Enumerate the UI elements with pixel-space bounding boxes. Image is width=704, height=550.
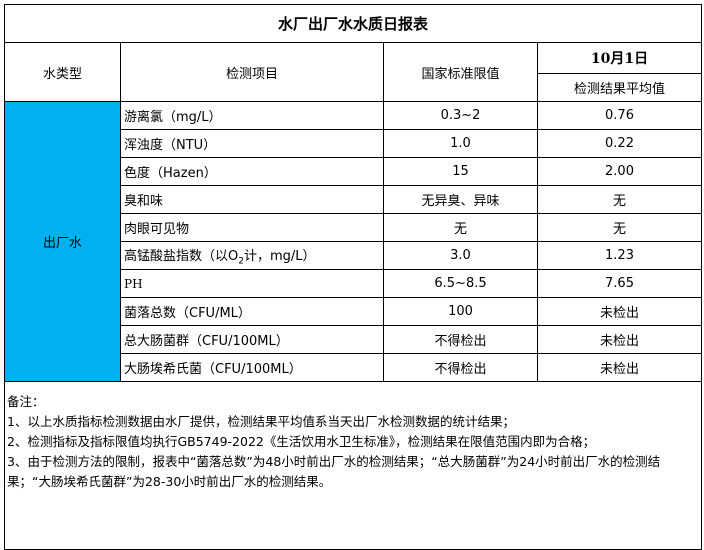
report-title: 水厂出厂水水质日报表 (3, 4, 703, 43)
table-row: 出厂水 游离氯（mg/L） 0.3~2 0.76 (4, 101, 703, 382)
standard-cell: 0.3~2 (383, 101, 538, 130)
standard-cell: 无异臭、异味 (383, 185, 538, 214)
table-row: 菌落总数（CFU/ML） 100 未检出 (5, 297, 703, 326)
item-prefix: 高锰酸盐指数（以O (124, 248, 239, 264)
table-row: 大肠埃希氏菌（CFU/100ML） 不得检出 未检出 (5, 353, 703, 382)
item-cell: 臭和味 (120, 185, 384, 214)
result-cell: 无 (536, 185, 703, 214)
result-cell: 0.22 (536, 129, 703, 158)
note-3: 3、由于检测方法的限制，报表中“菌落总数”为48小时前出厂水的检测结果；“总大肠… (7, 454, 661, 489)
item-cell: 肉眼可见物 (120, 213, 384, 242)
item-cell: 菌落总数（CFU/ML） (120, 297, 384, 326)
result-cell: 未检出 (536, 325, 703, 354)
result-cell: 未检出 (536, 297, 703, 326)
notes-cell: 备注： 1、以上水质指标检测数据由水厂提供，检测结果平均值系当天出厂水检测数据的… (3, 381, 703, 550)
standard-cell: 15 (383, 157, 538, 186)
header-date: 10月1日 (536, 42, 703, 74)
result-cell: 0.76 (536, 101, 703, 130)
item-cell: 色度（Hazen） (120, 157, 384, 186)
standard-cell: 3.0 (383, 241, 538, 270)
result-cell: 1.23 (536, 241, 703, 270)
table-row: 臭和味 无异臭、异味 无 (5, 185, 703, 214)
table-row: 肉眼可见物 无 无 (5, 213, 703, 242)
header-water-type: 水类型 (4, 42, 121, 102)
table-row: 色度（Hazen） 15 2.00 (5, 157, 703, 186)
standard-cell: 无 (383, 213, 538, 242)
note-1: 1、以上水质指标检测数据由水厂提供，检测结果平均值系当天出厂水检测数据的统计结果… (7, 414, 515, 429)
result-cell: 无 (536, 213, 703, 242)
item-cell: 高锰酸盐指数（以O2计，mg/L） (120, 241, 384, 270)
item-cell: 浑浊度（NTU） (120, 129, 384, 158)
result-cell: 7.65 (536, 269, 703, 298)
item-cell: 游离氯（mg/L） (120, 101, 384, 130)
item-cell: PH (120, 269, 384, 298)
note-2: 2、检测指标及指标限值均执行GB5749-2022《生活饮用水卫生标准》，检测结… (7, 434, 596, 449)
header-item: 检测项目 (120, 42, 384, 102)
header-standard: 国家标准限值 (383, 42, 538, 102)
table-row: 高锰酸盐指数（以O2计，mg/L） 3.0 1.23 (5, 241, 703, 270)
item-suffix: 计，mg/L） (243, 248, 316, 264)
result-cell: 未检出 (536, 353, 703, 382)
item-cell: 总大肠菌群（CFU/100ML） (120, 325, 384, 354)
table-row: PH 6.5~8.5 7.65 (5, 269, 703, 298)
header-result: 检测结果平均值 (536, 73, 703, 102)
standard-cell: 不得检出 (383, 353, 538, 382)
item-cell: 大肠埃希氏菌（CFU/100ML） (120, 353, 384, 382)
standard-cell: 1.0 (383, 129, 538, 158)
table-row: 浑浊度（NTU） 1.0 0.22 (5, 129, 703, 158)
standard-cell: 不得检出 (383, 325, 538, 354)
standard-cell: 6.5~8.5 (383, 269, 538, 298)
notes-heading: 备注： (7, 394, 45, 409)
water-quality-report-table: 水厂出厂水水质日报表 水类型 检测项目 国家标准限值 10月1日 检测结果平均值… (3, 4, 703, 550)
standard-cell: 100 (383, 297, 538, 326)
result-cell: 2.00 (536, 157, 703, 186)
item-subscript: 2 (238, 256, 244, 267)
water-type-cell: 出厂水 (4, 101, 121, 382)
